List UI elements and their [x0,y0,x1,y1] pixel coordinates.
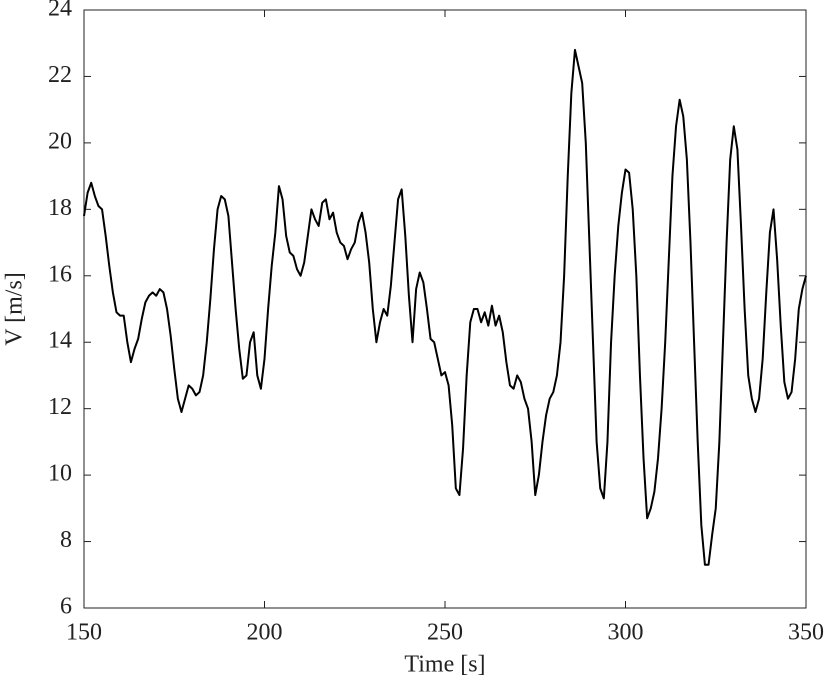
data-line [83,48,807,566]
y-tick-label: 10 [48,461,72,487]
x-axis-label: Time [s] [404,652,485,678]
y-tick-label: 8 [60,527,72,553]
y-tick-label: 24 [48,0,72,22]
x-tick-label: 200 [247,620,283,646]
x-tick-label: 300 [608,620,644,646]
y-tick-label: 16 [48,261,72,287]
x-tick-label: 350 [788,620,824,646]
plot-frame [83,9,807,609]
y-tick-label: 14 [48,328,72,354]
x-tick-label: 150 [66,620,102,646]
y-tick-label: 12 [48,394,72,420]
y-tick-label: 20 [48,128,72,154]
y-tick-label: 18 [48,195,72,221]
y-tick-label: 6 [60,594,72,620]
x-tick-label: 250 [427,620,463,646]
y-tick-label: 22 [48,62,72,88]
y-axis-label: V [m/s] [2,272,28,346]
